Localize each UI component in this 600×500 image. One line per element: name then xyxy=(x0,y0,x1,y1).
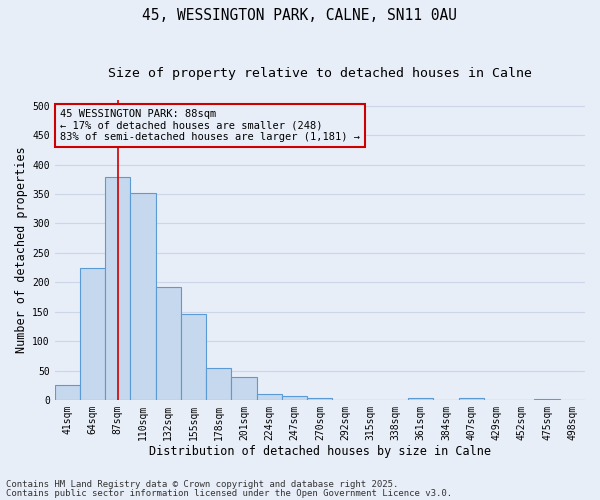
Bar xyxy=(232,376,257,400)
Bar xyxy=(130,193,155,400)
Bar xyxy=(257,394,282,400)
Bar xyxy=(282,396,307,400)
Bar xyxy=(408,398,433,400)
Y-axis label: Number of detached properties: Number of detached properties xyxy=(15,146,28,354)
Bar xyxy=(206,368,232,400)
Text: Contains HM Land Registry data © Crown copyright and database right 2025.: Contains HM Land Registry data © Crown c… xyxy=(6,480,398,489)
Text: Contains public sector information licensed under the Open Government Licence v3: Contains public sector information licen… xyxy=(6,489,452,498)
Bar xyxy=(155,286,181,400)
Bar xyxy=(535,399,560,400)
Bar xyxy=(105,178,130,400)
X-axis label: Distribution of detached houses by size in Calne: Distribution of detached houses by size … xyxy=(149,444,491,458)
Title: Size of property relative to detached houses in Calne: Size of property relative to detached ho… xyxy=(108,68,532,80)
Bar xyxy=(80,268,105,400)
Bar xyxy=(307,398,332,400)
Bar xyxy=(181,314,206,400)
Bar xyxy=(55,386,80,400)
Bar xyxy=(459,398,484,400)
Text: 45 WESSINGTON PARK: 88sqm
← 17% of detached houses are smaller (248)
83% of semi: 45 WESSINGTON PARK: 88sqm ← 17% of detac… xyxy=(60,108,360,142)
Text: 45, WESSINGTON PARK, CALNE, SN11 0AU: 45, WESSINGTON PARK, CALNE, SN11 0AU xyxy=(143,8,458,22)
